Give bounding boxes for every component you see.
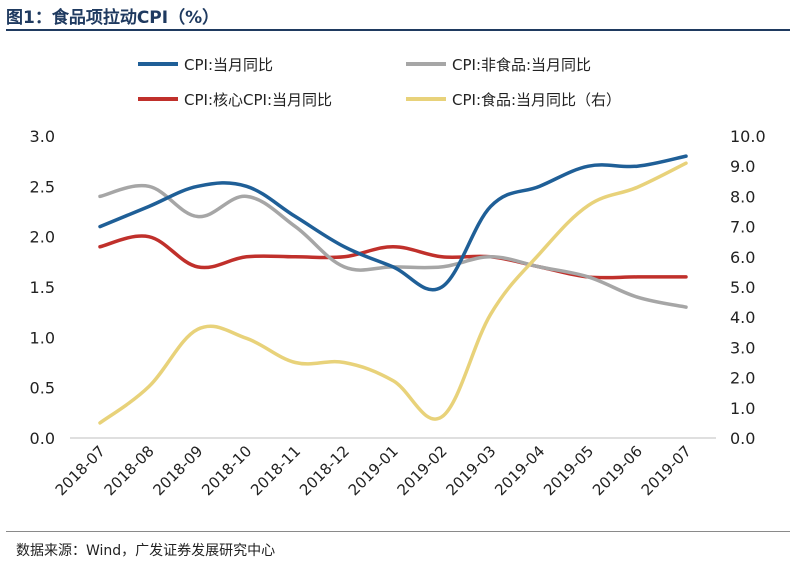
left-tick-label: 0.5 (30, 379, 55, 398)
left-tick-label: 0.0 (30, 429, 55, 448)
x-tick-label: 2019-05 (540, 442, 597, 499)
chart-title: 图1：食品项拉动CPI（%） (6, 8, 220, 28)
left-axis: 0.0 0.5 1.0 1.5 2.0 2.5 3.0 (30, 127, 55, 448)
right-tick-label: 5.0 (730, 278, 755, 297)
x-tick-label: 2019-01 (345, 442, 402, 499)
x-tick-label: 2018-10 (198, 442, 255, 499)
right-tick-label: 6.0 (730, 248, 755, 267)
x-tick-label: 2019-06 (589, 442, 646, 499)
x-tick-label: 2019-02 (394, 442, 451, 499)
legend: CPI:当月同比 CPI:非食品:当月同比 CPI:核心CPI:当月同比 CPI:食品… (138, 56, 621, 109)
x-tick-label: 2019-04 (491, 442, 548, 499)
right-tick-label: 10.0 (730, 127, 766, 146)
left-tick-label: 2.0 (30, 228, 55, 247)
right-tick-label: 9.0 (730, 157, 755, 176)
right-tick-label: 2.0 (730, 369, 755, 388)
left-tick-label: 1.5 (30, 278, 55, 297)
x-tick-label: 2018-12 (296, 442, 353, 499)
x-tick-label: 2018-09 (149, 442, 206, 499)
cpi-core-line (98, 234, 688, 280)
right-tick-label: 0.0 (730, 429, 755, 448)
right-tick-label: 7.0 (730, 218, 755, 237)
left-tick-label: 1.0 (30, 328, 55, 347)
x-axis: 2018-072018-082018-092018-102018-112018-… (52, 442, 695, 499)
x-tick-label: 2018-08 (101, 442, 158, 499)
title-divider (6, 29, 790, 31)
legend-cpi-nonfood-label: CPI:非食品:当月同比 (452, 56, 591, 74)
left-tick-label: 2.5 (30, 177, 55, 196)
x-tick-label: 2019-03 (442, 442, 499, 499)
cpi-headline-line (98, 154, 688, 292)
right-tick-label: 3.0 (730, 338, 755, 357)
left-tick-label: 3.0 (30, 127, 55, 146)
x-tick-label: 2019-07 (638, 442, 695, 499)
right-tick-label: 1.0 (730, 399, 755, 418)
right-tick-label: 4.0 (730, 308, 755, 327)
right-tick-label: 8.0 (730, 187, 755, 206)
legend-cpi-headline-label: CPI:当月同比 (184, 56, 273, 74)
cpi-food-line (98, 161, 688, 425)
footer-divider (6, 531, 790, 532)
legend-cpi-core-label: CPI:核心CPI:当月同比 (184, 91, 332, 109)
source-note: 数据来源：Wind，广发证券发展研究中心 (16, 543, 276, 559)
x-tick-label: 2018-11 (247, 442, 304, 499)
right-axis: 0.0 1.0 2.0 3.0 4.0 5.0 6.0 7.0 8.0 9.0 10.0 (730, 127, 766, 448)
legend-cpi-food-label: CPI:食品:当月同比（右） (452, 91, 621, 109)
x-tick-label: 2018-07 (52, 442, 109, 499)
series-lines (98, 154, 688, 425)
